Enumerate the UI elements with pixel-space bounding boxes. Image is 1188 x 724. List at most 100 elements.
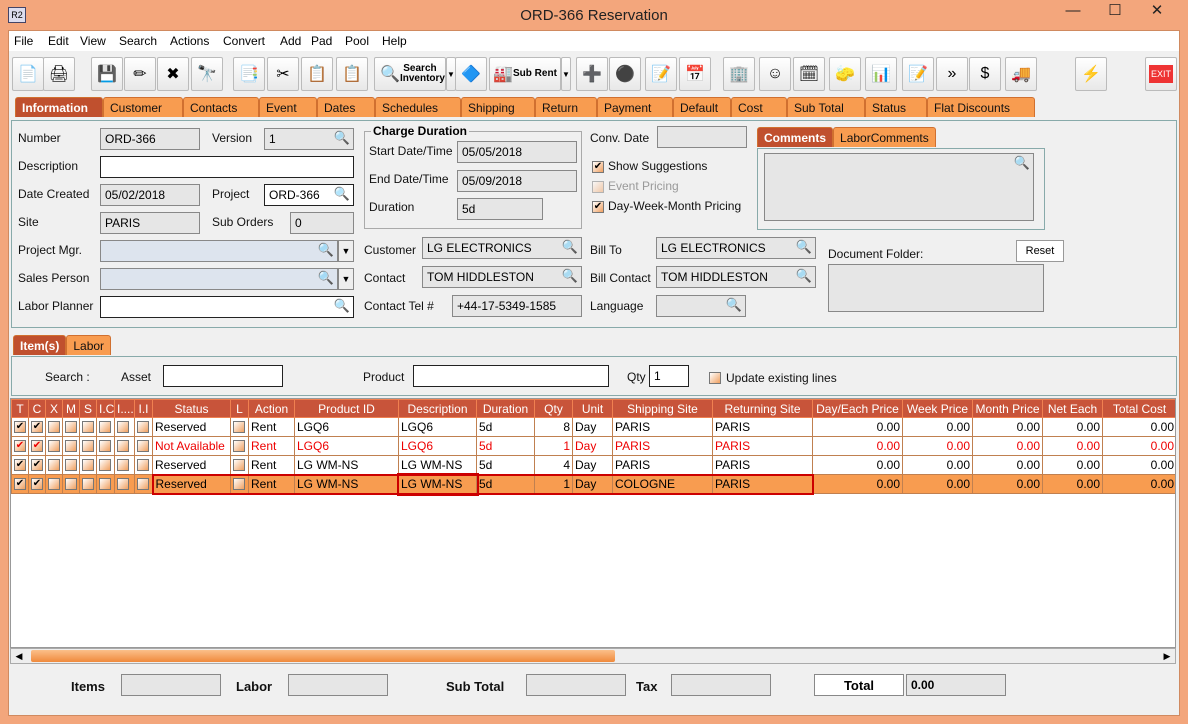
horizontal-scrollbar[interactable]: ◀ ▶ bbox=[10, 648, 1176, 664]
cell-product-id[interactable]: LG WM-NS bbox=[294, 455, 399, 475]
menu-search[interactable]: Search bbox=[119, 34, 158, 48]
search-icon[interactable]: 🔍 bbox=[333, 186, 350, 201]
search-icon[interactable]: 🔍 bbox=[795, 268, 812, 283]
checkbox[interactable]: ✔ bbox=[31, 440, 43, 452]
column-header-x[interactable]: X bbox=[45, 399, 63, 418]
column-header-week-price[interactable]: Week Price bbox=[902, 399, 973, 418]
menu-view[interactable]: View bbox=[80, 34, 106, 48]
cell-net[interactable]: 0.00 bbox=[1042, 455, 1103, 475]
row-checkbox-cell[interactable]: ✔ bbox=[28, 455, 46, 475]
row-checkbox-cell[interactable] bbox=[79, 455, 97, 475]
cell-day[interactable]: 0.00 bbox=[812, 436, 903, 456]
tab-event[interactable]: Event bbox=[259, 97, 317, 117]
minimize-button[interactable]: — bbox=[1065, 2, 1081, 19]
checkbox[interactable] bbox=[137, 459, 149, 471]
search-icon[interactable]: 🔍 bbox=[1013, 155, 1030, 170]
l-checkbox[interactable] bbox=[233, 458, 245, 471]
table-row[interactable]: ✔ ✔ Reserved Rent LG WM-NS LG WM-NS 5d 4 Day PARI… bbox=[11, 455, 1175, 475]
cell-description[interactable]: LGQ6 bbox=[398, 417, 477, 437]
cut-button[interactable]: ✂ bbox=[267, 57, 299, 91]
smiley-button[interactable]: ☺ bbox=[759, 57, 791, 91]
checkbox[interactable] bbox=[82, 440, 94, 452]
update-existing-checkbox[interactable] bbox=[709, 372, 721, 384]
checkbox[interactable]: ✔ bbox=[14, 440, 26, 452]
sales-person-field[interactable]: 🔍 bbox=[100, 268, 338, 290]
row-checkbox-cell[interactable] bbox=[96, 436, 115, 456]
schedule-button[interactable]: 🗓 bbox=[793, 57, 825, 91]
paste-button[interactable]: 📋 bbox=[336, 57, 368, 91]
row-checkbox-cell[interactable] bbox=[62, 417, 80, 437]
search-icon[interactable]: 🔍 bbox=[317, 270, 334, 285]
row-checkbox-cell[interactable] bbox=[96, 474, 115, 494]
search-icon[interactable]: 🔍 bbox=[317, 242, 334, 257]
cell-action[interactable]: Rent bbox=[248, 455, 295, 475]
truck-button[interactable]: 🚚 bbox=[1005, 57, 1037, 91]
checkbox[interactable]: ✔ bbox=[31, 478, 43, 490]
cell-description[interactable]: LG WM-NS bbox=[396, 472, 479, 496]
column-header-returning-site[interactable]: Returning Site bbox=[712, 399, 813, 418]
cell-returning[interactable]: PARIS bbox=[712, 436, 813, 456]
column-header-t[interactable]: T bbox=[11, 399, 29, 418]
product-input[interactable] bbox=[413, 365, 609, 387]
row-checkbox-cell[interactable] bbox=[134, 436, 153, 456]
cell-status[interactable]: Reserved bbox=[152, 417, 231, 437]
column-header-i-i[interactable]: I.I bbox=[134, 399, 153, 418]
row-checkbox-cell[interactable] bbox=[79, 474, 97, 494]
reset-button[interactable]: Reset bbox=[1016, 240, 1064, 262]
tab-flat-discounts[interactable]: Flat Discounts bbox=[927, 97, 1035, 117]
cell-product-id[interactable]: LG WM-NS bbox=[294, 473, 399, 495]
tab-labor[interactable]: Labor bbox=[66, 335, 112, 355]
row-checkbox-cell[interactable] bbox=[79, 417, 97, 437]
cell-week[interactable]: 0.00 bbox=[902, 417, 973, 437]
exit-button[interactable]: EXIT bbox=[1145, 57, 1177, 91]
row-checkbox-cell[interactable] bbox=[79, 436, 97, 456]
project-mgr-field[interactable]: 🔍 bbox=[100, 240, 338, 262]
checkbox[interactable] bbox=[99, 459, 111, 471]
row-checkbox-cell[interactable] bbox=[134, 417, 153, 437]
cell-total[interactable]: 0.00 bbox=[1102, 436, 1175, 456]
row-checkbox-cell[interactable] bbox=[45, 417, 63, 437]
cell-week[interactable]: 0.00 bbox=[902, 436, 973, 456]
row-checkbox-cell[interactable]: ✔ bbox=[28, 436, 46, 456]
column-header-qty[interactable]: Qty bbox=[534, 399, 573, 418]
tab-contacts[interactable]: Contacts bbox=[183, 97, 259, 117]
row-checkbox-cell[interactable]: ✔ bbox=[11, 436, 29, 456]
cell-duration[interactable]: 5d bbox=[476, 473, 535, 495]
cell-description[interactable]: LGQ6 bbox=[398, 436, 477, 456]
menu-actions[interactable]: Actions bbox=[170, 34, 210, 48]
sub-rent-button[interactable]: 🏭 Sub Rent bbox=[489, 57, 561, 91]
l-checkbox[interactable] bbox=[233, 478, 245, 490]
cell-duration[interactable]: 5d bbox=[476, 436, 535, 456]
row-checkbox-cell[interactable]: ✔ bbox=[28, 474, 46, 494]
checklist-button[interactable]: 📝 bbox=[902, 57, 934, 91]
checkbox[interactable] bbox=[99, 421, 111, 433]
table-row[interactable]: ✔ ✔ Not Available Rent LGQ6 LGQ6 5d 1 Day PARIS PA… bbox=[11, 436, 1175, 456]
cell-l[interactable] bbox=[230, 455, 249, 475]
customer-field[interactable]: LG ELECTRONICS 🔍 bbox=[422, 237, 582, 259]
money-button[interactable]: $ bbox=[969, 57, 1001, 91]
search-icon[interactable]: 🔍 bbox=[795, 239, 812, 254]
cell-total[interactable]: 0.00 bbox=[1102, 417, 1175, 437]
menu-help[interactable]: Help bbox=[382, 34, 407, 48]
chevron-down-icon[interactable]: ▼ bbox=[338, 240, 354, 262]
tab-sub-total[interactable]: Sub Total bbox=[787, 97, 865, 117]
tab-shipping[interactable]: Shipping bbox=[461, 97, 535, 117]
calendar-button[interactable]: 📅 bbox=[679, 57, 711, 91]
column-header-day-each-price[interactable]: Day/Each Price bbox=[812, 399, 903, 418]
cell-description[interactable]: LG WM-NS bbox=[398, 455, 477, 475]
notepad-button[interactable]: 📝 bbox=[645, 57, 677, 91]
conv-date-field[interactable] bbox=[657, 126, 747, 148]
row-checkbox-cell[interactable] bbox=[96, 417, 115, 437]
event-pricing-checkbox[interactable] bbox=[592, 181, 604, 193]
column-header-total-cost[interactable]: Total Cost bbox=[1102, 399, 1175, 418]
cell-returning[interactable]: PARIS bbox=[712, 417, 813, 437]
checkbox[interactable]: ✔ bbox=[31, 421, 43, 433]
shapes-button[interactable]: 🔷 bbox=[455, 57, 487, 91]
column-header-c[interactable]: C bbox=[28, 399, 46, 418]
contact-field[interactable]: TOM HIDDLESTON 🔍 bbox=[422, 266, 582, 288]
eraser-button[interactable]: 🧽 bbox=[829, 57, 861, 91]
print-button[interactable]: 🖨 bbox=[43, 57, 75, 91]
table-row[interactable]: ✔ ✔ Reserved Rent LG WM-NS LG WM-NS 5d 1 Day COLO… bbox=[11, 472, 1175, 496]
asset-input[interactable] bbox=[163, 365, 283, 387]
cell-shipping[interactable]: PARIS bbox=[612, 417, 713, 437]
